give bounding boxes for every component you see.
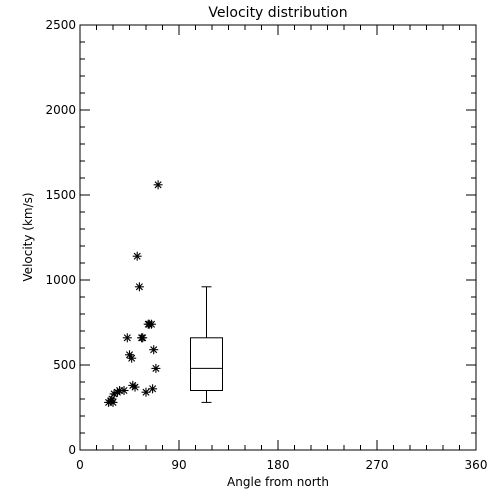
data-point: [151, 363, 161, 373]
y-tick-label: 2000: [45, 103, 76, 117]
data-point: [149, 345, 159, 355]
y-tick-label: 1000: [45, 273, 76, 287]
x-tick-label: 90: [171, 458, 186, 472]
velocity-boxplot: [190, 286, 223, 403]
data-point: [134, 282, 144, 292]
chart-title: Velocity distribution: [208, 5, 347, 21]
y-tick-label: 500: [53, 358, 76, 372]
y-tick-label: 1500: [45, 188, 76, 202]
data-point: [148, 384, 158, 394]
data-point: [130, 382, 140, 392]
x-tick-label: 360: [465, 458, 488, 472]
data-point: [132, 251, 142, 261]
data-point: [119, 386, 129, 395]
data-point: [147, 319, 156, 329]
y-tick-label: 0: [68, 443, 76, 457]
data-point: [108, 397, 118, 407]
data-point: [153, 180, 163, 190]
x-tick-label: 180: [267, 458, 290, 472]
interquartile-box: [190, 337, 223, 391]
x-axis-ticks: 0 90 180 270 360: [76, 25, 487, 472]
y-axis-label: Velocity (km/s): [21, 192, 35, 281]
data-point: [138, 333, 148, 343]
data-point: [141, 387, 151, 397]
x-tick-label: 0: [76, 458, 84, 472]
data-point: [127, 353, 137, 363]
x-tick-label: 270: [366, 458, 389, 472]
y-axis-ticks: 0 500 1000 1500 2000 2500: [45, 18, 476, 457]
y-tick-label: 2500: [45, 18, 76, 32]
x-axis-label: Angle from north: [227, 475, 329, 489]
scatter-points: [104, 180, 163, 407]
data-point: [122, 333, 132, 343]
